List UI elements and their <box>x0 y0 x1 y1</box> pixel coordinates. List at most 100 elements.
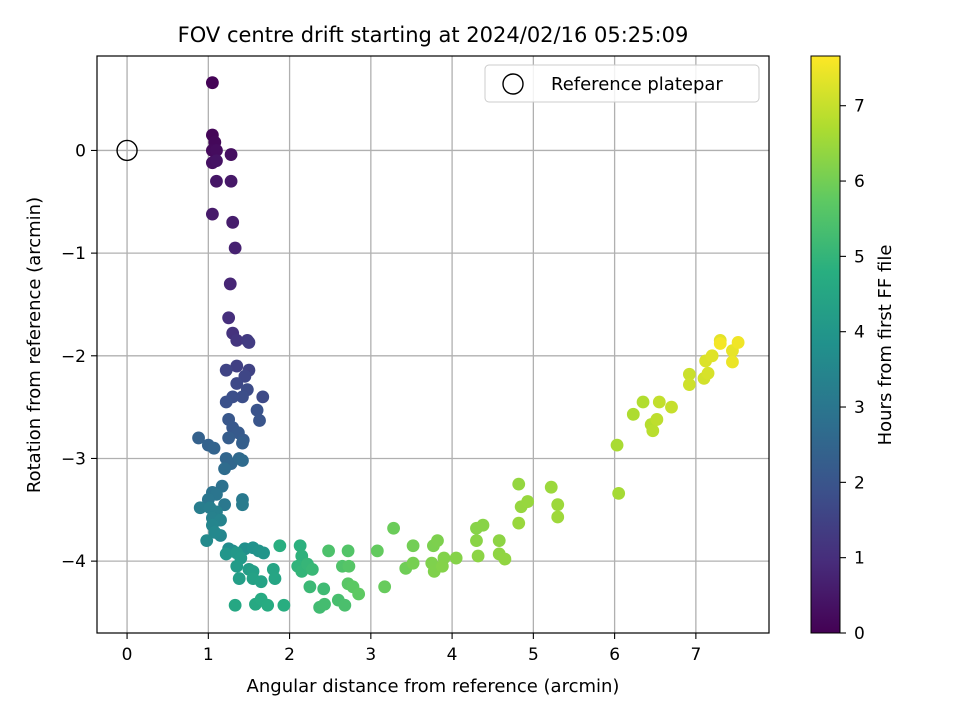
scatter-point <box>387 521 400 535</box>
scatter-point <box>652 395 666 409</box>
scatter-point <box>341 544 355 558</box>
legend-entry-label: Reference platepar <box>551 74 723 95</box>
scatter-point <box>449 551 463 565</box>
scatter-point <box>242 336 256 349</box>
scatter-point <box>273 539 287 553</box>
colorbar-tick-label: 6 <box>854 172 865 192</box>
x-axis-ticks: 0 1 2 3 4 5 6 7 <box>122 633 701 665</box>
scatter-point <box>230 359 244 373</box>
scatter-point <box>205 207 219 221</box>
scatter-point <box>192 431 205 445</box>
colorbar-tick-label: 4 <box>854 323 865 343</box>
scatter-point <box>268 572 282 585</box>
scatter-point <box>551 498 565 512</box>
y-tick-label: 0 <box>75 141 86 161</box>
scatter-point <box>253 414 266 427</box>
scatter-point <box>303 580 317 594</box>
legend: Reference platepar <box>484 64 760 103</box>
scatter-point <box>470 534 483 547</box>
scatter-point <box>713 337 727 350</box>
scatter-point <box>682 378 696 391</box>
scatter-point <box>224 148 238 161</box>
scatter-point <box>218 462 231 476</box>
x-tick-label: 0 <box>122 645 133 665</box>
scatter-point <box>236 436 249 450</box>
scatter-point <box>210 154 223 168</box>
scatter-point <box>406 539 420 553</box>
scatter-point <box>665 400 678 414</box>
x-tick-label: 6 <box>609 645 620 665</box>
scatter-point <box>226 215 240 229</box>
x-tick-label: 5 <box>528 645 539 665</box>
scatter-point <box>512 516 526 530</box>
scatter-point <box>498 552 512 566</box>
x-tick-label: 2 <box>284 645 295 665</box>
x-tick-label: 1 <box>203 645 214 665</box>
scatter-point <box>200 534 214 547</box>
colorbar-tick-label: 1 <box>854 549 865 569</box>
scatter-point <box>277 598 291 612</box>
scatter-points <box>192 76 745 614</box>
y-tick-label: −2 <box>61 347 86 367</box>
legend-marker <box>502 73 524 95</box>
scatter-point <box>230 333 244 347</box>
scatter-point <box>476 518 490 532</box>
scatter-point <box>222 311 236 325</box>
scatter-point <box>322 544 335 558</box>
scatter-point <box>205 76 219 90</box>
scatter-point <box>208 525 222 539</box>
x-tick-label: 7 <box>690 645 701 665</box>
scatter-point <box>293 539 307 553</box>
scatter-point <box>682 367 696 381</box>
scatter-point <box>646 424 660 438</box>
scatter-point <box>254 575 268 589</box>
scatter-point <box>236 390 249 404</box>
scatter-point <box>261 598 275 612</box>
scatter-point <box>492 534 506 547</box>
scatter-point <box>219 395 233 409</box>
x-tick-label: 4 <box>447 645 458 665</box>
scatter-point <box>636 395 650 409</box>
scatter-point <box>236 498 249 512</box>
scatter-point <box>431 534 444 547</box>
scatter-point <box>207 441 221 455</box>
scatter-point <box>257 546 270 560</box>
scatter-point <box>236 454 249 467</box>
scatter-point <box>726 355 739 369</box>
chart-title: FOV centre drift starting at 2024/02/16 … <box>178 23 689 47</box>
y-axis-label: Rotation from reference (arcmin) <box>24 197 45 493</box>
colorbar <box>811 56 840 633</box>
scatter-point <box>210 144 223 157</box>
scatter-point <box>471 549 485 563</box>
scatter-point <box>256 390 270 404</box>
scatter-point <box>250 403 264 417</box>
scatter-point <box>705 349 719 363</box>
y-axis-ticks: 0 −1 −2 −3 −4 <box>61 141 97 572</box>
scatter-point <box>650 413 664 426</box>
scatter-point <box>230 377 244 390</box>
scatter-point <box>626 407 640 421</box>
scatter-point <box>338 598 352 612</box>
colorbar-tick-label: 2 <box>854 473 865 493</box>
scatter-point <box>521 495 535 508</box>
x-axis-label: Angular distance from reference (arcmin) <box>247 676 620 697</box>
colorbar-label: Hours from first FF file <box>875 245 896 446</box>
scatter-point <box>370 544 384 558</box>
scatter-point <box>610 438 624 452</box>
scatter-point <box>223 277 237 291</box>
scatter-point <box>230 559 244 573</box>
scatter-point <box>318 597 331 611</box>
scatter-point <box>551 510 565 524</box>
scatter-point <box>512 477 526 491</box>
colorbar-tick-label: 3 <box>854 398 865 418</box>
scatter-point <box>224 174 238 188</box>
scatter-point <box>228 241 242 255</box>
legend-box <box>484 64 760 103</box>
y-tick-label: −1 <box>61 244 86 264</box>
colorbar-tick-label: 5 <box>854 247 865 267</box>
x-tick-label: 3 <box>365 645 376 665</box>
scatter-point <box>378 580 392 594</box>
scatter-point <box>612 486 626 500</box>
reference-platepar-marker <box>116 139 138 162</box>
